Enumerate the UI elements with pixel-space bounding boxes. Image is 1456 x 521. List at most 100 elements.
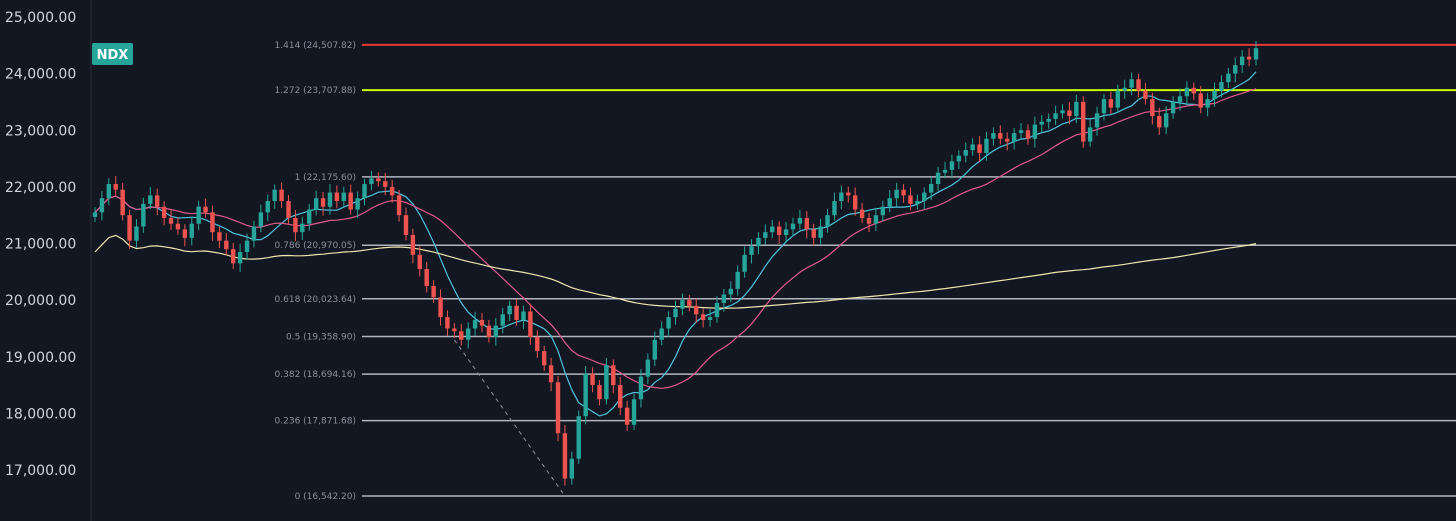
candle-body (852, 195, 858, 210)
candle-body (106, 184, 112, 199)
candle-body (735, 271, 740, 289)
candle-body (182, 229, 188, 238)
candle-body (417, 254, 423, 269)
ticker-badge[interactable] (92, 43, 133, 65)
candle-body (825, 215, 830, 227)
candle-body (148, 195, 153, 204)
candle-body (514, 305, 519, 320)
candle-body (776, 226, 782, 236)
y-tick-label: 20,000.00 (5, 293, 76, 309)
candle-body (154, 195, 160, 207)
candle-body (659, 328, 664, 340)
candle-body (721, 294, 727, 303)
candle-body (1198, 93, 1203, 108)
candle-body (922, 192, 927, 202)
candle-body (783, 229, 789, 236)
candle-body (694, 305, 699, 315)
fib-retracement-levels: 1.414 (24,507.82) 1.272 (23,707.88) 1 (22,… (275, 41, 1456, 502)
candle-body (507, 305, 512, 315)
candle-body (1212, 90, 1217, 100)
candle-body (873, 215, 879, 224)
candle-body (479, 319, 485, 326)
candle-body (611, 365, 616, 386)
candle-body (832, 201, 837, 216)
candle-body (887, 198, 892, 207)
candle-body (569, 458, 575, 479)
candle-body (597, 385, 602, 400)
candle-body (376, 178, 381, 182)
candle-body (915, 201, 920, 204)
candle-body (272, 189, 277, 202)
candle-body (383, 181, 388, 187)
candle-body (493, 325, 499, 337)
candle-body (224, 240, 229, 250)
candle-body (880, 206, 886, 216)
candle-body (548, 365, 554, 383)
candle-body (1170, 101, 1176, 114)
y-tick-label: 18,000.00 (5, 406, 76, 422)
ticker-label: NDX (97, 48, 129, 63)
candle-body (355, 198, 360, 210)
candle-body (231, 249, 236, 264)
candle-body (804, 218, 810, 230)
candle-body (700, 314, 706, 320)
candle-body (120, 189, 125, 216)
candle-body (1122, 87, 1127, 91)
candle-body (410, 235, 416, 255)
ma-long-line (94, 234, 1257, 309)
candle-body (1129, 79, 1134, 88)
candle-body (452, 328, 457, 332)
candle-body (631, 399, 637, 425)
candle-body (1101, 99, 1107, 114)
fib-level-label: 1.272 (23,707.88) (275, 86, 356, 96)
candle-body (749, 246, 754, 255)
candle-body (866, 218, 872, 224)
candle-body (1143, 90, 1148, 100)
ticker-badge-group: NDX (92, 43, 133, 65)
candle-body (963, 150, 968, 156)
candle-body (984, 138, 989, 153)
candle-body (189, 223, 194, 238)
y-tick-label: 21,000.00 (5, 237, 76, 253)
candle-body (590, 373, 595, 386)
candle-body (1011, 133, 1017, 142)
candle-body (1239, 56, 1245, 66)
candle-body (168, 218, 174, 224)
candle-body (1025, 130, 1031, 139)
candle-body (790, 223, 796, 230)
candle-body (113, 184, 118, 190)
fib-level-label: 0.382 (18,694.16) (275, 370, 356, 380)
y-tick-label: 17,000.00 (5, 463, 76, 479)
candle-body (770, 226, 775, 233)
candle-body (348, 192, 353, 210)
fib-level-label: 0.618 (20,023.64) (275, 295, 356, 305)
trend-dash-line (453, 339, 566, 497)
candle-body (244, 240, 250, 253)
candle-body (1074, 101, 1079, 117)
candle-body (320, 198, 326, 207)
candle-body (1067, 110, 1072, 117)
candle-body (127, 215, 132, 241)
candle-body (445, 317, 450, 329)
candle-body (217, 232, 222, 241)
candle-body (908, 195, 913, 204)
candle-body (286, 201, 291, 219)
candle-body (638, 376, 644, 400)
candle-body (1184, 87, 1190, 97)
candle-body (1087, 127, 1093, 142)
y-tick-label: 23,000.00 (5, 123, 76, 139)
candle-body (279, 189, 284, 202)
candle-body (707, 317, 713, 320)
candle-body (839, 192, 844, 202)
candlesticks (92, 41, 1259, 486)
candle-body (334, 192, 340, 202)
candle-body (1039, 121, 1044, 125)
candle-body (1136, 79, 1141, 91)
candle-body (203, 206, 208, 213)
candle-body (928, 184, 934, 193)
ma-medium-line (94, 88, 1257, 389)
candle-body (313, 198, 319, 210)
candle-body (389, 186, 395, 196)
candle-body (500, 314, 505, 326)
